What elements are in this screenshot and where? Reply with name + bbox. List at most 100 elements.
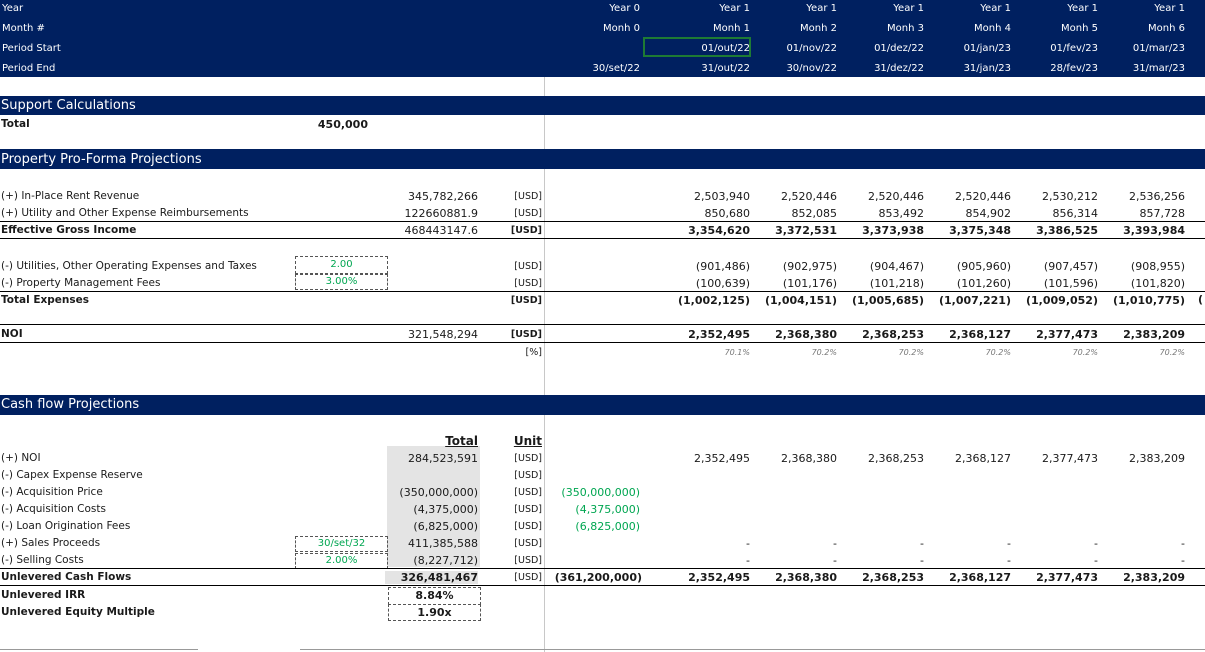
utilities-label[interactable]: (-) Utilities, Other Operating Expenses … [1, 260, 257, 272]
support-total-label[interactable]: Total [1, 118, 30, 130]
header-end-6[interactable]: 31/mar/23 [1132, 63, 1185, 74]
utilities-month-6[interactable]: (908,955) [1130, 260, 1185, 273]
total-expenses-month-6[interactable]: (1,010,775) [1113, 294, 1185, 307]
header-month-5[interactable]: Monh 5 [1061, 23, 1098, 34]
header-year-6[interactable]: Year 1 [1154, 3, 1185, 14]
proforma-section-title[interactable]: Property Pro-Forma Projections [1, 152, 202, 167]
egi-month-2[interactable]: 3,372,531 [775, 224, 837, 237]
noi-margin-month-2[interactable]: 70.2% [811, 348, 837, 357]
cf-row-total-6[interactable]: (8,227,712) [413, 554, 478, 567]
header-start-3[interactable]: 01/dez/22 [874, 43, 924, 54]
header-label-year[interactable]: Year [2, 3, 24, 14]
mgmt-fees-input[interactable]: 3.00% [295, 274, 388, 290]
header-start-4[interactable]: 01/jan/23 [963, 43, 1011, 54]
noi-month-2[interactable]: 2,368,380 [775, 328, 837, 341]
cf-row-6-month-3[interactable]: - [920, 554, 924, 567]
mgmt-fees-month-6[interactable]: (101,820) [1130, 277, 1185, 290]
cf-row-unit-2[interactable]: [USD] [514, 487, 542, 498]
total-expenses-unit[interactable]: [USD] [510, 295, 542, 306]
mgmt-fees-month-1[interactable]: (100,639) [695, 277, 750, 290]
noi-label[interactable]: NOI [1, 328, 23, 340]
ucf-unit[interactable]: [USD] [514, 572, 542, 583]
header-year-5[interactable]: Year 1 [1067, 3, 1098, 14]
header-start-5[interactable]: 01/fev/23 [1050, 43, 1098, 54]
noi-total[interactable]: 321,548,294 [408, 328, 478, 341]
cf-row-0-month-1[interactable]: 2,352,495 [694, 452, 750, 465]
cf-row-5-month-3[interactable]: - [920, 537, 924, 550]
rent-revenue-month-5[interactable]: 2,530,212 [1042, 190, 1098, 203]
header-month-4[interactable]: Monh 4 [974, 23, 1011, 34]
noi-unit[interactable]: [USD] [510, 329, 542, 340]
rent-revenue-total[interactable]: 345,782,266 [408, 190, 478, 203]
rent-revenue-month-2[interactable]: 2,520,446 [781, 190, 837, 203]
utilities-month-2[interactable]: (902,975) [782, 260, 837, 273]
ucf-month-3[interactable]: 2,368,253 [862, 571, 924, 584]
rent-revenue-unit[interactable]: [USD] [514, 191, 542, 202]
noi-month-3[interactable]: 2,368,253 [862, 328, 924, 341]
rent-revenue-month-6[interactable]: 2,536,256 [1129, 190, 1185, 203]
irr-value[interactable]: 8.84% [388, 587, 481, 605]
cf-row-5-month-2[interactable]: - [833, 537, 837, 550]
mgmt-fees-unit[interactable]: [USD] [514, 278, 542, 289]
header-start-6[interactable]: 01/mar/23 [1132, 43, 1185, 54]
header-month-3[interactable]: Monh 3 [887, 23, 924, 34]
reimbursements-unit[interactable]: [USD] [514, 208, 542, 219]
reimbursements-month-6[interactable]: 857,728 [1139, 207, 1186, 220]
egi-month-3[interactable]: 3,373,938 [862, 224, 924, 237]
header-year-3[interactable]: Year 1 [893, 3, 924, 14]
cf-row-unit-0[interactable]: [USD] [514, 453, 542, 464]
cf-row-total-2[interactable]: (350,000,000) [399, 486, 478, 499]
cf-row-total-4[interactable]: (6,825,000) [413, 520, 478, 533]
support-total-value[interactable]: 450,000 [317, 118, 368, 131]
egi-label[interactable]: Effective Gross Income [1, 224, 137, 236]
selected-cell[interactable] [643, 37, 751, 57]
noi-month-5[interactable]: 2,377,473 [1036, 328, 1098, 341]
reimbursements-total[interactable]: 122660881.9 [404, 207, 478, 220]
cf-row-5-month-6[interactable]: - [1181, 537, 1185, 550]
cf-row-0-month-4[interactable]: 2,368,127 [955, 452, 1011, 465]
egi-unit[interactable]: [USD] [510, 225, 542, 236]
cf-row-label-1[interactable]: (-) Capex Expense Reserve [1, 469, 143, 481]
cf-row-total-5[interactable]: 411,385,588 [408, 537, 478, 550]
total-expenses-label[interactable]: Total Expenses [1, 294, 90, 306]
mgmt-fees-month-2[interactable]: (101,176) [782, 277, 837, 290]
ucf-month-1[interactable]: 2,352,495 [688, 571, 750, 584]
cf-row-label-0[interactable]: (+) NOI [1, 452, 41, 464]
total-expenses-month-2[interactable]: (1,004,151) [765, 294, 837, 307]
reimbursements-month-2[interactable]: 852,085 [791, 207, 838, 220]
mgmt-fees-month-4[interactable]: (101,260) [956, 277, 1011, 290]
cashflow-total-header[interactable]: Total [445, 434, 478, 448]
header-label-period-end[interactable]: Period End [2, 63, 56, 74]
cf-row-year0-2[interactable]: (350,000,000) [561, 486, 640, 499]
utilities-month-1[interactable]: (901,486) [695, 260, 750, 273]
header-start-2[interactable]: 01/nov/22 [786, 43, 837, 54]
reimbursements-month-3[interactable]: 853,492 [878, 207, 925, 220]
cashflow-section-title[interactable]: Cash flow Projections [1, 397, 140, 412]
reimbursements-month-1[interactable]: 850,680 [704, 207, 751, 220]
cf-row-label-5[interactable]: (+) Sales Proceeds [1, 537, 101, 549]
header-month-0[interactable]: Monh 0 [603, 23, 640, 34]
header-month-2[interactable]: Monh 2 [800, 23, 837, 34]
cf-row-total-0[interactable]: 284,523,591 [408, 452, 478, 465]
header-month-6[interactable]: Monh 6 [1148, 23, 1185, 34]
cf-row-6-month-5[interactable]: - [1094, 554, 1098, 567]
cf-row-label-6[interactable]: (-) Selling Costs [1, 554, 84, 566]
cf-row-5-month-1[interactable]: - [746, 537, 750, 550]
egi-month-5[interactable]: 3,386,525 [1036, 224, 1098, 237]
header-end-5[interactable]: 28/fev/23 [1050, 63, 1098, 74]
ucf-month-4[interactable]: 2,368,127 [949, 571, 1011, 584]
header-end-0[interactable]: 30/set/22 [592, 63, 640, 74]
noi-margin-month-1[interactable]: 70.1% [724, 348, 750, 357]
reimbursements-month-4[interactable]: 854,902 [965, 207, 1012, 220]
cf-row-0-month-3[interactable]: 2,368,253 [868, 452, 924, 465]
irr-label[interactable]: Unlevered IRR [1, 589, 86, 601]
total-expenses-month-1[interactable]: (1,002,125) [678, 294, 750, 307]
noi-margin-month-4[interactable]: 70.2% [985, 348, 1011, 357]
header-end-2[interactable]: 30/nov/22 [786, 63, 837, 74]
header-end-1[interactable]: 31/out/22 [701, 63, 750, 74]
header-year-1[interactable]: Year 1 [719, 3, 750, 14]
header-year-0[interactable]: Year 0 [609, 3, 640, 14]
cf-row-unit-3[interactable]: [USD] [514, 504, 542, 515]
noi-month-1[interactable]: 2,352,495 [688, 328, 750, 341]
header-year-4[interactable]: Year 1 [980, 3, 1011, 14]
